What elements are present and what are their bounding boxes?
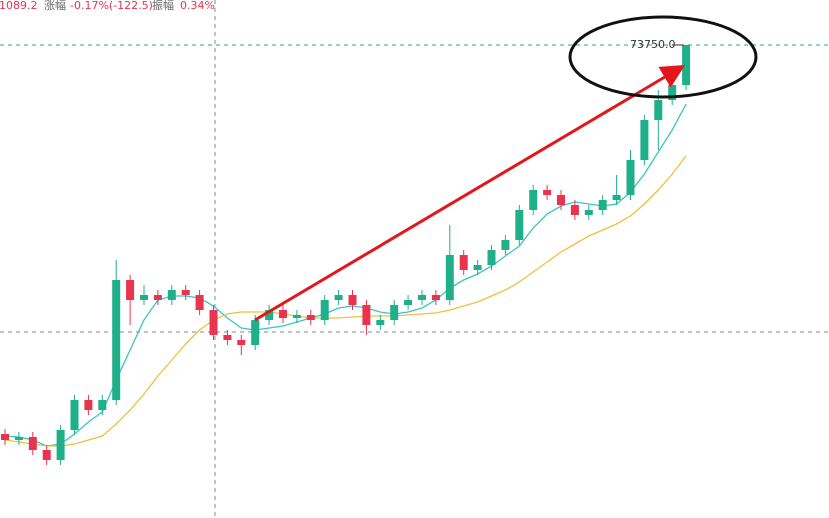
candle-body xyxy=(181,290,190,295)
candle-body xyxy=(557,195,565,205)
candle-body xyxy=(487,250,496,265)
candle-body xyxy=(14,437,23,440)
candle-body xyxy=(501,240,510,250)
candle-body xyxy=(209,310,218,335)
candle-body xyxy=(153,295,162,300)
candle-body xyxy=(473,265,482,270)
change: -0.17%(-122.5) xyxy=(70,0,153,12)
change-label: 涨幅 xyxy=(44,0,66,12)
candle-body xyxy=(584,210,593,215)
candle-body xyxy=(431,295,440,300)
moving-average xyxy=(4,103,687,447)
candle-body xyxy=(445,255,454,300)
candle-body xyxy=(140,295,148,300)
candle-body xyxy=(195,295,204,310)
amplitude: 0.34% xyxy=(180,0,215,12)
candle-body xyxy=(612,195,621,200)
highlight-ellipse xyxy=(568,15,758,99)
trend-arrow xyxy=(254,64,686,322)
candle-body xyxy=(84,400,93,410)
candle-body xyxy=(390,305,399,320)
candle-body xyxy=(529,190,538,210)
candle-body xyxy=(167,290,176,300)
candle-body xyxy=(306,315,315,320)
candle-body xyxy=(640,120,649,160)
candle-body xyxy=(570,205,579,215)
amplitude-label: 振幅 xyxy=(152,0,174,12)
price: 71089.2 xyxy=(0,0,38,12)
candle-body xyxy=(237,340,246,345)
candle-body xyxy=(515,210,524,240)
candle-body xyxy=(320,300,329,320)
plot xyxy=(1,45,691,465)
candle-body xyxy=(418,295,426,300)
candle-body xyxy=(279,310,287,318)
candle-body xyxy=(654,100,663,120)
candle-body xyxy=(223,335,232,340)
candle-body xyxy=(376,320,385,325)
candle-body xyxy=(98,400,107,410)
candle-body xyxy=(348,295,357,305)
moving-average xyxy=(4,155,687,447)
candle-body xyxy=(334,295,343,300)
candle-body xyxy=(126,280,135,300)
candle-body xyxy=(42,450,51,460)
candle-body xyxy=(292,315,301,318)
candle-body xyxy=(362,305,371,325)
candle-body xyxy=(626,160,635,195)
candle-body xyxy=(70,400,79,430)
candle-body xyxy=(265,310,274,320)
candle-body xyxy=(28,437,37,450)
candle-body xyxy=(459,255,468,270)
candle-body xyxy=(112,280,121,400)
candle-body xyxy=(404,300,413,305)
candle-body xyxy=(56,430,65,460)
candle-body xyxy=(543,190,552,195)
high-label: 73750.0 xyxy=(630,38,676,51)
candle-body xyxy=(251,320,260,345)
candle-body xyxy=(668,85,677,100)
candle-body xyxy=(682,45,691,85)
candle-body xyxy=(1,434,9,440)
candle-body xyxy=(598,200,607,210)
